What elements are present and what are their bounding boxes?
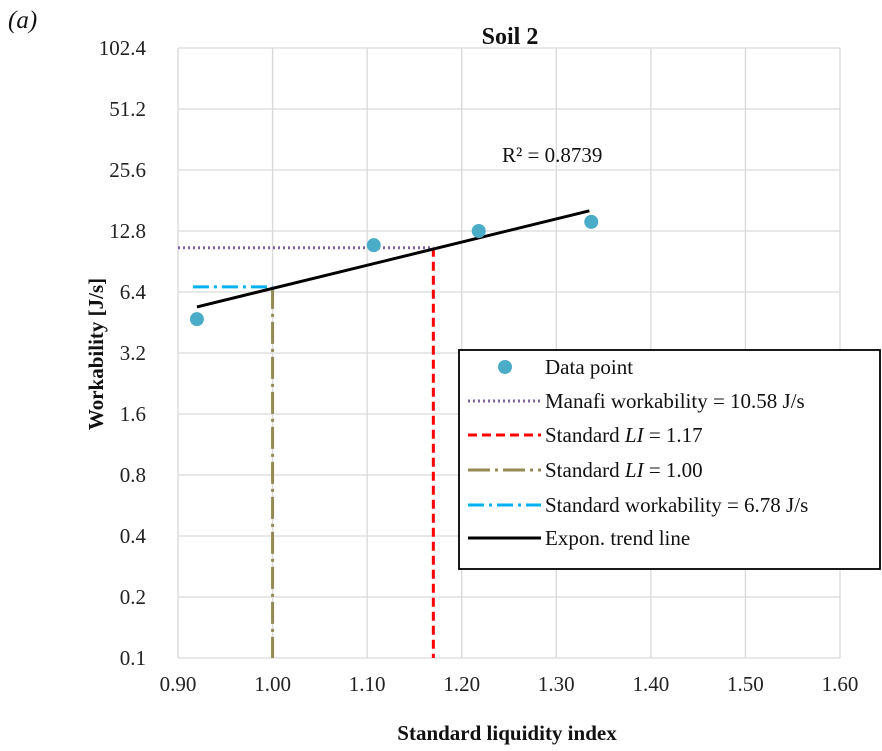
legend-entry: Standard workability = 6.78 J/s [545, 493, 808, 517]
x-tick-label: 1.50 [727, 672, 764, 696]
y-axis-title: Workability [J/s] [84, 278, 108, 430]
legend: Data point Manafi workability = 10.58 J/s… [458, 349, 881, 570]
legend-entry-part: = 1.00 [644, 458, 703, 482]
y-tick-label: 1.6 [120, 402, 146, 426]
x-tick-label: 1.60 [822, 672, 859, 696]
legend-box [458, 349, 881, 570]
y-tick-label: 51.2 [109, 97, 146, 121]
y-tick-label: 0.4 [120, 524, 147, 548]
y-tick-label: 0.2 [120, 585, 146, 609]
x-tick-label: 1.20 [443, 672, 480, 696]
legend-entry: Standard LI = 1.17 [545, 423, 703, 447]
legend-entry-part: LI [624, 458, 645, 482]
legend-entry: Expon. trend line [545, 526, 690, 550]
trend-line-group [196, 209, 590, 309]
x-tick-label: 1.00 [254, 672, 291, 696]
data-point [366, 238, 381, 253]
data-point [471, 224, 486, 238]
trend-line [196, 209, 590, 309]
y-tick-label: 3.2 [120, 341, 146, 365]
legend-entry-part: = 1.17 [644, 423, 703, 447]
y-tick-label: 0.1 [120, 646, 146, 670]
y-tick-label: 6.4 [120, 280, 147, 304]
y-tick-label: 0.8 [120, 463, 146, 487]
x-tick-label: 0.90 [160, 672, 197, 696]
legend-entry: Standard LI = 1.00 [545, 458, 703, 482]
x-tick-label: 1.10 [349, 672, 386, 696]
legend-entry: Manafi workability = 10.58 J/s [545, 389, 805, 413]
x-tick-label: 1.30 [538, 672, 575, 696]
x-axis-title: Standard liquidity index [397, 721, 617, 745]
reference-lines [178, 246, 435, 658]
chart-title: Soil 2 [482, 24, 539, 50]
panel-label: (a) [8, 7, 37, 34]
data-point [189, 312, 204, 327]
y-tick-label: 12.8 [109, 219, 146, 243]
data-points [189, 214, 599, 327]
y-tick-labels: 0.1 0.2 0.4 0.8 1.6 3.2 6.4 12.8 25.6 51.2 102.4 [99, 36, 147, 670]
r-squared-annotation: R² = 0.8739 [502, 143, 602, 167]
data-point [584, 214, 599, 229]
y-tick-label: 25.6 [109, 158, 146, 182]
legend-entry-part: LI [624, 423, 645, 447]
x-tick-label: 1.40 [632, 672, 669, 696]
y-tick-label: 102.4 [99, 36, 147, 60]
legend-entry-part: Standard [545, 423, 625, 447]
legend-marker-data-point [498, 360, 512, 374]
x-tick-labels: 0.90 1.00 1.10 1.20 1.30 1.40 1.50 1.60 [160, 672, 859, 696]
legend-entry-part: Standard [545, 458, 625, 482]
legend-entry: Data point [545, 355, 633, 379]
